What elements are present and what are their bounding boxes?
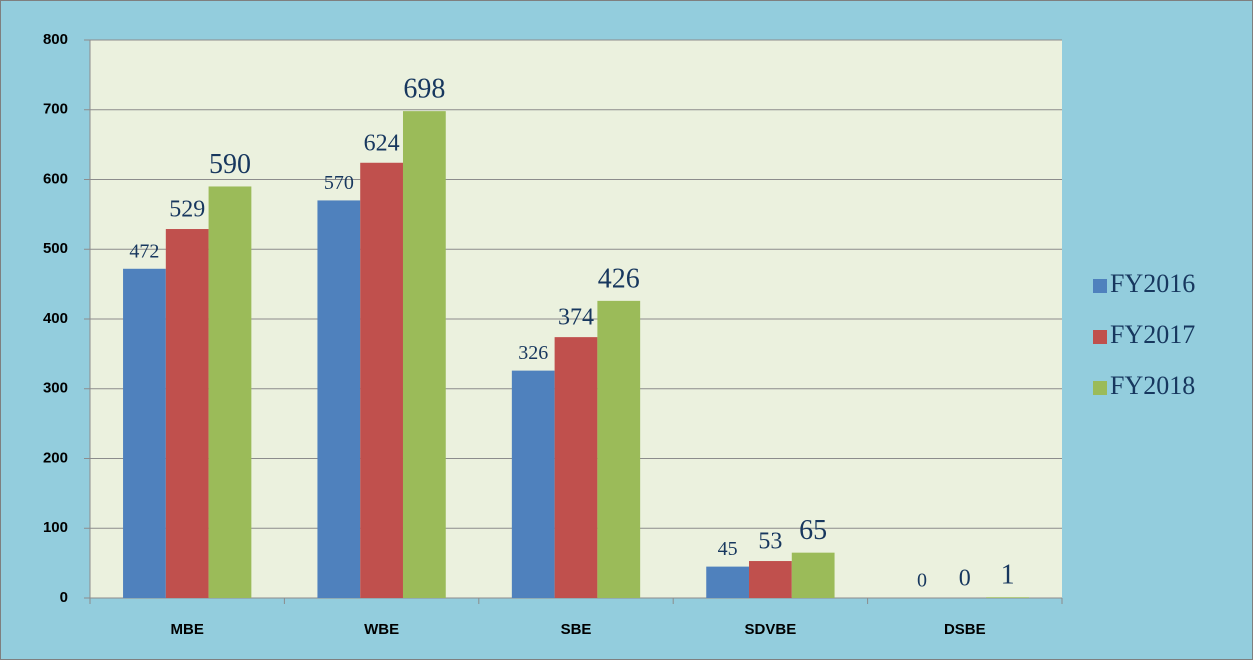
y-tick-label: 400 bbox=[43, 310, 68, 327]
bar bbox=[791, 552, 835, 598]
bar bbox=[165, 229, 209, 598]
y-tick-label: 0 bbox=[60, 589, 68, 606]
bar bbox=[511, 370, 555, 598]
y-tick-label: 500 bbox=[43, 240, 68, 257]
x-tick-label: MBE bbox=[171, 621, 204, 638]
value-label: 65 bbox=[799, 515, 827, 546]
value-label: 624 bbox=[364, 130, 400, 156]
x-tick-label: SBE bbox=[561, 621, 592, 638]
bar bbox=[706, 566, 750, 598]
legend-label: FY2016 bbox=[1110, 269, 1195, 298]
value-label: 326 bbox=[518, 342, 548, 364]
y-tick-label: 700 bbox=[43, 101, 68, 118]
bar bbox=[360, 162, 403, 598]
bar bbox=[317, 200, 361, 599]
legend-swatch bbox=[1093, 279, 1107, 293]
value-label: 698 bbox=[403, 74, 445, 105]
bar bbox=[986, 597, 1029, 598]
y-tick-label: 800 bbox=[43, 31, 68, 48]
value-label: 570 bbox=[324, 172, 354, 194]
legend-label: FY2017 bbox=[1110, 320, 1195, 349]
value-label: 0 bbox=[917, 570, 927, 592]
legend-swatch bbox=[1093, 330, 1107, 344]
x-tick-label: WBE bbox=[364, 621, 399, 638]
x-tick-label: SDVBE bbox=[745, 621, 797, 638]
value-label: 426 bbox=[598, 263, 640, 294]
bar bbox=[554, 337, 598, 598]
legend-swatch bbox=[1093, 381, 1107, 395]
value-label: 53 bbox=[758, 529, 782, 555]
value-label: 529 bbox=[169, 197, 205, 223]
bar bbox=[402, 111, 446, 599]
y-tick-label: 200 bbox=[43, 449, 68, 466]
x-tick-label: DSBE bbox=[944, 621, 986, 638]
bar bbox=[597, 300, 641, 598]
bar bbox=[123, 268, 166, 598]
y-tick-label: 600 bbox=[43, 170, 68, 187]
value-label: 590 bbox=[209, 149, 251, 180]
value-label: 0 bbox=[959, 566, 971, 592]
y-tick-label: 100 bbox=[43, 519, 68, 536]
value-label: 374 bbox=[558, 305, 594, 331]
value-label: 472 bbox=[129, 240, 159, 262]
bar bbox=[208, 186, 252, 598]
value-label: 45 bbox=[718, 538, 738, 560]
value-label: 1 bbox=[1001, 560, 1015, 591]
y-tick-label: 300 bbox=[43, 380, 68, 397]
legend-label: FY2018 bbox=[1110, 371, 1195, 400]
bar bbox=[749, 561, 792, 598]
